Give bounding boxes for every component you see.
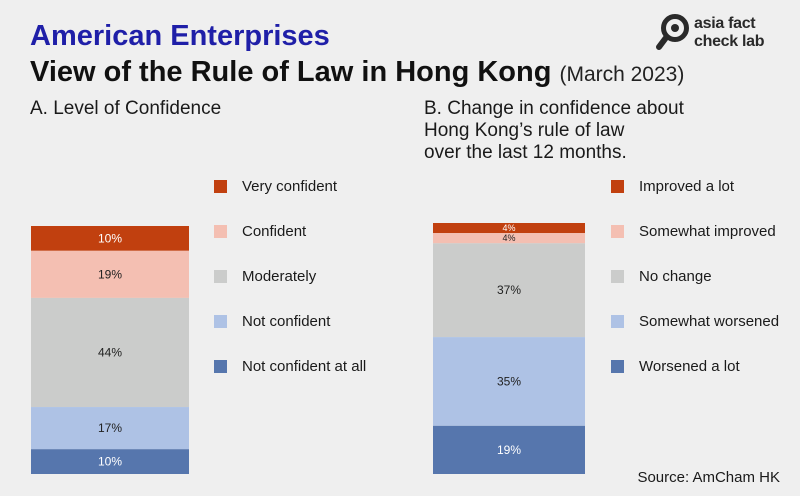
panel-b-title-line: over the last 12 months.	[424, 142, 627, 163]
bar-segment-moderately	[31, 297, 189, 408]
legend-swatch	[611, 360, 624, 373]
date-label: (March 2023)	[559, 63, 685, 86]
panel-a-title-line: A. Level of Confidence	[30, 98, 222, 119]
panel-b-title-line: B. Change in confidence about	[424, 98, 684, 119]
legend-label: Somewhat improved	[639, 223, 776, 240]
magnifier-icon	[656, 14, 689, 50]
data-label: 19%	[497, 443, 521, 457]
bar-segment-somewhat-worsened	[433, 337, 585, 426]
legend-swatch	[611, 315, 624, 328]
legend-label: Confident	[242, 223, 307, 240]
panel-a-title: A. Level of Confidence	[30, 98, 221, 120]
bar-segment-not-confident	[31, 407, 189, 450]
legend-item: Very confident	[214, 178, 337, 195]
asia-fact-check-lab-logo: asia fact check lab	[656, 14, 786, 54]
legend-label: No change	[639, 268, 712, 285]
legend-item: Somewhat worsened	[611, 313, 779, 330]
legend-swatch	[214, 315, 227, 328]
logo-text-line1: asia fact	[694, 15, 756, 32]
data-label: 10%	[98, 455, 122, 469]
legend-label: Moderately	[242, 268, 317, 285]
legend-label: Improved a lot	[639, 178, 735, 195]
data-label: 37%	[497, 283, 521, 297]
legend-item: No change	[611, 268, 712, 285]
legend-label: Very confident	[242, 178, 338, 195]
legend-item: Confident	[214, 223, 306, 240]
bar-segment-no-change	[433, 243, 585, 338]
legend-item: Not confident at all	[214, 358, 366, 375]
panel-b-title: B. Change in confidence about Hong Kong’s…	[424, 98, 684, 164]
logo-text-line2: check lab	[694, 33, 765, 50]
bar-segment-confident	[31, 250, 189, 298]
data-label: 19%	[98, 267, 122, 281]
legend-item: Worsened a lot	[611, 358, 740, 375]
legend-item: Not confident	[214, 313, 330, 330]
legend-swatch	[214, 180, 227, 193]
bar-segment-worsened-a-lot	[433, 425, 585, 474]
legend-label: Not confident at all	[242, 358, 367, 375]
legend-item: Improved a lot	[611, 178, 734, 195]
bar-segment-very-confident	[31, 226, 189, 251]
legend-swatch	[214, 360, 227, 373]
legend-swatch	[611, 270, 624, 283]
legend-item: Moderately	[214, 268, 316, 285]
data-label: 4%	[502, 223, 515, 233]
chart-title: American Enterprises	[30, 20, 330, 52]
legend-label: Somewhat worsened	[639, 313, 780, 330]
legend-swatch	[214, 225, 227, 238]
data-label: 44%	[98, 345, 122, 359]
data-label: 10%	[98, 231, 122, 245]
legend-label: Not confident	[242, 313, 331, 330]
source-label: Source: AmCham HK	[637, 469, 780, 486]
subtitle-text: View of the Rule of Law in Hong Kong	[30, 56, 552, 88]
legend-swatch	[214, 270, 227, 283]
bar-segment-improved-a-lot	[433, 223, 585, 234]
legend-swatch	[611, 225, 624, 238]
bar-segment-somewhat-improved	[433, 233, 585, 244]
legend-label: Worsened a lot	[639, 358, 740, 375]
data-label: 17%	[98, 421, 122, 435]
data-label: 35%	[497, 374, 521, 388]
legend-swatch	[611, 180, 624, 193]
bar-segment-not-confident-at-all	[31, 449, 189, 474]
chart-subtitle: View of the Rule of Law in Hong Kong (Mar…	[30, 56, 684, 89]
legend-item: Somewhat improved	[611, 223, 776, 240]
panel-b-title-line: Hong Kong’s rule of law	[424, 120, 625, 141]
data-label: 4%	[502, 233, 515, 243]
